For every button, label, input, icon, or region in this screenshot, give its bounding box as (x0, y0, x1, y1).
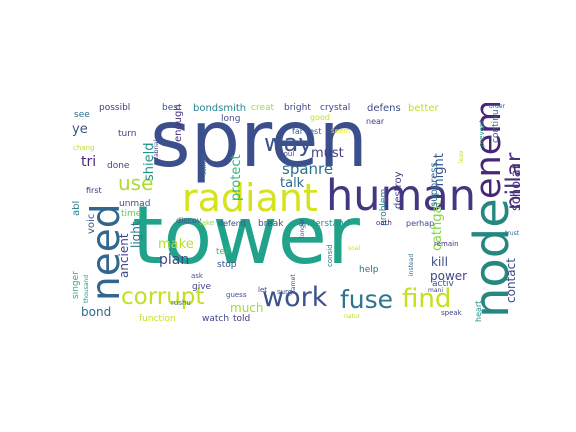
cloud-word: perhap (406, 219, 435, 228)
cloud-word: tower (132, 189, 360, 282)
cloud-word: scholar (509, 163, 520, 211)
cloud-word: see (74, 110, 90, 120)
cloud-word: continu (491, 109, 501, 143)
cloud-word: work (262, 282, 328, 313)
cloud-word: function (139, 314, 176, 324)
cloud-word: possibl (99, 103, 131, 113)
cloud-word: defend (218, 219, 246, 228)
cloud-word: rest (306, 127, 322, 136)
cloud-word: turn (118, 129, 137, 139)
cloud-word: talk (280, 176, 305, 191)
cloud-word: natur (344, 313, 361, 320)
cloud-word: bond (81, 305, 112, 319)
cloud-word: give (192, 282, 212, 292)
cloud-word: plan (159, 252, 190, 268)
cloud-word: voic (86, 213, 97, 234)
cloud-word: first (86, 186, 102, 195)
cloud-word: find (402, 284, 452, 314)
cloud-word: chang (73, 144, 95, 152)
cloud-word: watch (202, 314, 230, 324)
cloud-word: activ (432, 279, 454, 289)
cloud-word: prevent (478, 119, 486, 147)
cloud-word: make (158, 237, 194, 252)
cloud-word: help (359, 265, 379, 275)
cloud-word: way (264, 129, 313, 157)
cloud-word: near (366, 117, 385, 126)
cloud-word: time (121, 209, 142, 219)
cloud-word: use (118, 171, 154, 195)
cloud-word: understand (298, 219, 350, 229)
cloud-word: best (162, 103, 182, 113)
cloud-word: consid (326, 244, 334, 267)
cloud-word: done (107, 161, 130, 171)
cloud-word: tri (81, 154, 97, 170)
cloud-word: good (310, 113, 330, 122)
cloud-word: spren (150, 103, 368, 185)
cloud-word: darnet (290, 274, 297, 294)
cloud-word: thousand (83, 274, 90, 303)
cloud-word: surg (277, 288, 293, 296)
cloud-word: longer (299, 218, 306, 238)
cloud-word: defens (367, 103, 401, 114)
cloud-word: rushu (171, 299, 191, 307)
cloud-word: trust (505, 230, 520, 237)
cloud-word: fabrial (153, 139, 160, 159)
cloud-word: abl (72, 200, 82, 216)
cloud-word: creat (251, 103, 275, 113)
cloud-word: let (258, 286, 267, 294)
cloud-word: someth (201, 152, 208, 176)
cloud-word: much (230, 301, 264, 315)
cloud-word: guess (226, 291, 247, 299)
cloud-word: radiant (182, 176, 318, 220)
cloud-word: heart (474, 300, 483, 322)
cloud-word: order (489, 103, 505, 110)
cloud-word: must (311, 146, 344, 161)
cloud-word: take (199, 219, 215, 227)
cloud-word: fuse (340, 285, 394, 314)
cloud-word: power (430, 269, 468, 283)
cloud-word: bondsmith (193, 103, 247, 114)
cloud-word: corrupt (121, 284, 205, 310)
cloud-word: far (292, 127, 304, 136)
cloud-word: light (129, 221, 143, 248)
cloud-word: soal (348, 245, 361, 252)
cloud-word: ye (72, 122, 88, 137)
cloud-word: better (408, 103, 439, 114)
cloud-word: mani (428, 287, 443, 294)
cloud-word: ask (191, 272, 203, 280)
cloud-word: protect (229, 154, 244, 201)
cloud-word: bright (284, 103, 311, 113)
cloud-word: tell (216, 247, 231, 257)
cloud-word: kill (431, 255, 448, 269)
cloud-word: spanre (282, 160, 334, 178)
cloud-word: remain (434, 240, 459, 248)
cloud-word: long (221, 114, 241, 124)
cloud-word: stop (217, 260, 237, 270)
cloud-word: seem (331, 127, 351, 135)
cloud-word: destroy (393, 171, 404, 209)
cloud-word: unmad (119, 199, 151, 209)
cloud-word: suppress (429, 162, 440, 207)
cloud-word: leav (458, 150, 465, 163)
cloud-word: speak (441, 309, 462, 317)
cloud-word: break (258, 219, 284, 229)
cloud-word: oath (376, 219, 392, 227)
cloud-word: soul (280, 150, 295, 158)
cloud-word: singer (72, 271, 81, 299)
cloud-word: discov (176, 216, 202, 225)
word-cloud: spren tower radiant human node need enem… (72, 103, 520, 329)
cloud-word: told (233, 314, 251, 324)
cloud-word: human (326, 171, 476, 221)
cloud-word: crystal (320, 103, 351, 113)
cloud-word: instead (408, 253, 415, 276)
cloud-word: contact (504, 258, 518, 303)
